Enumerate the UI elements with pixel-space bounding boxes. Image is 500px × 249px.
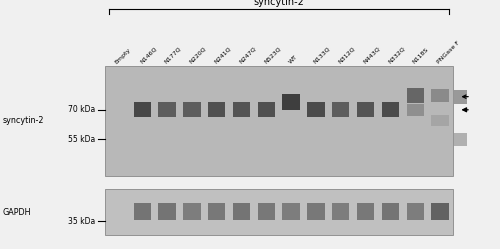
Text: Empty: Empty	[114, 47, 132, 65]
Bar	[282, 94, 300, 110]
Bar	[432, 89, 449, 102]
Bar	[332, 102, 349, 118]
Bar	[134, 203, 151, 220]
Bar	[258, 203, 275, 220]
Text: PNGase F: PNGase F	[436, 40, 461, 65]
Text: syncytin-2: syncytin-2	[2, 116, 44, 125]
Bar	[357, 102, 374, 118]
Text: syncytin-2: syncytin-2	[254, 0, 304, 7]
Bar	[406, 104, 424, 116]
Text: 70 kDa: 70 kDa	[68, 105, 96, 114]
Bar	[406, 88, 424, 103]
Bar	[233, 102, 250, 118]
Bar	[382, 102, 399, 118]
Bar	[432, 203, 449, 220]
Text: 55 kDa: 55 kDa	[68, 135, 96, 144]
Text: N118S: N118S	[412, 47, 430, 65]
Text: N133Q: N133Q	[312, 46, 332, 65]
Bar	[233, 203, 250, 220]
Bar	[382, 203, 399, 220]
Bar	[134, 102, 151, 118]
Bar	[183, 203, 200, 220]
Bar	[158, 203, 176, 220]
Bar	[406, 203, 424, 220]
Text: 35 kDa: 35 kDa	[68, 217, 96, 226]
Text: N241Q: N241Q	[213, 46, 232, 65]
Text: N523Q: N523Q	[263, 46, 281, 65]
Bar	[105, 66, 453, 176]
Bar	[308, 203, 324, 220]
Bar	[258, 102, 275, 118]
Bar	[454, 90, 468, 104]
Bar	[432, 115, 449, 126]
Text: N312Q: N312Q	[338, 46, 356, 65]
Bar	[208, 203, 226, 220]
Bar	[308, 102, 324, 118]
Bar	[208, 102, 226, 118]
Bar	[454, 133, 468, 145]
Text: N332Q: N332Q	[387, 46, 406, 65]
Bar	[158, 102, 176, 118]
Bar	[357, 203, 374, 220]
Text: N220Q: N220Q	[188, 46, 207, 65]
Bar	[183, 102, 200, 118]
Bar	[105, 189, 453, 235]
Text: N146Q: N146Q	[138, 46, 158, 65]
Text: N247Q: N247Q	[238, 46, 257, 65]
Text: N443Q: N443Q	[362, 46, 381, 65]
Text: WT: WT	[288, 54, 298, 65]
Text: GAPDH: GAPDH	[2, 208, 31, 217]
Bar	[332, 203, 349, 220]
Text: N177Q: N177Q	[164, 46, 182, 65]
Bar	[282, 203, 300, 220]
